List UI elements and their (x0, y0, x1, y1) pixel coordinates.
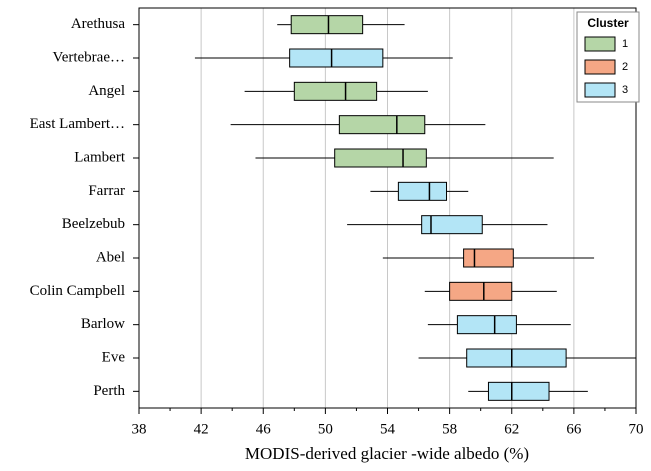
y-tick-label: Arethusa (71, 16, 125, 32)
legend-swatch (584, 82, 616, 98)
legend-label: 2 (622, 61, 628, 73)
y-tick-label: Perth (93, 383, 125, 399)
legend-label: 3 (622, 84, 628, 96)
box (487, 381, 550, 401)
box (397, 181, 448, 201)
legend-title: Cluster (587, 16, 629, 30)
x-tick-label: 70 (629, 421, 644, 437)
box (293, 81, 378, 101)
y-tick-label: East Lambert… (30, 116, 125, 132)
y-tick-label: Angel (88, 83, 125, 99)
y-tick-label: Abel (96, 249, 125, 265)
box (456, 315, 517, 335)
legend-label: 1 (622, 38, 628, 50)
box (334, 148, 427, 168)
legend: Cluster 1 2 3 (576, 11, 640, 103)
box (463, 248, 514, 268)
box (466, 348, 567, 368)
x-tick-label: 50 (318, 421, 333, 437)
box (449, 281, 513, 301)
x-tick-label: 46 (256, 421, 272, 437)
y-tick-label: Beelzebub (62, 216, 125, 232)
box (421, 215, 483, 235)
box (289, 48, 384, 68)
legend-swatch (584, 59, 616, 75)
x-tick-label: 62 (504, 421, 519, 437)
legend-swatch (584, 36, 616, 52)
x-tick-label: 66 (566, 421, 582, 437)
plot-frame (138, 7, 637, 409)
x-axis-label: MODIS-derived glacier -wide albedo (%) (245, 444, 529, 463)
box (290, 15, 364, 35)
box (338, 115, 426, 135)
y-tick-label: Barlow (81, 316, 125, 332)
y-tick-label: Eve (102, 349, 126, 365)
x-tick-label: 42 (194, 421, 209, 437)
y-tick-label: Farrar (88, 183, 125, 199)
y-tick-label: Lambert (74, 149, 126, 165)
x-tick-label: 58 (442, 421, 457, 437)
x-tick-label: 54 (380, 421, 396, 437)
y-tick-label: Vertebrae… (53, 49, 125, 65)
x-tick-label: 38 (132, 421, 147, 437)
y-tick-label: Colin Campbell (30, 283, 125, 299)
